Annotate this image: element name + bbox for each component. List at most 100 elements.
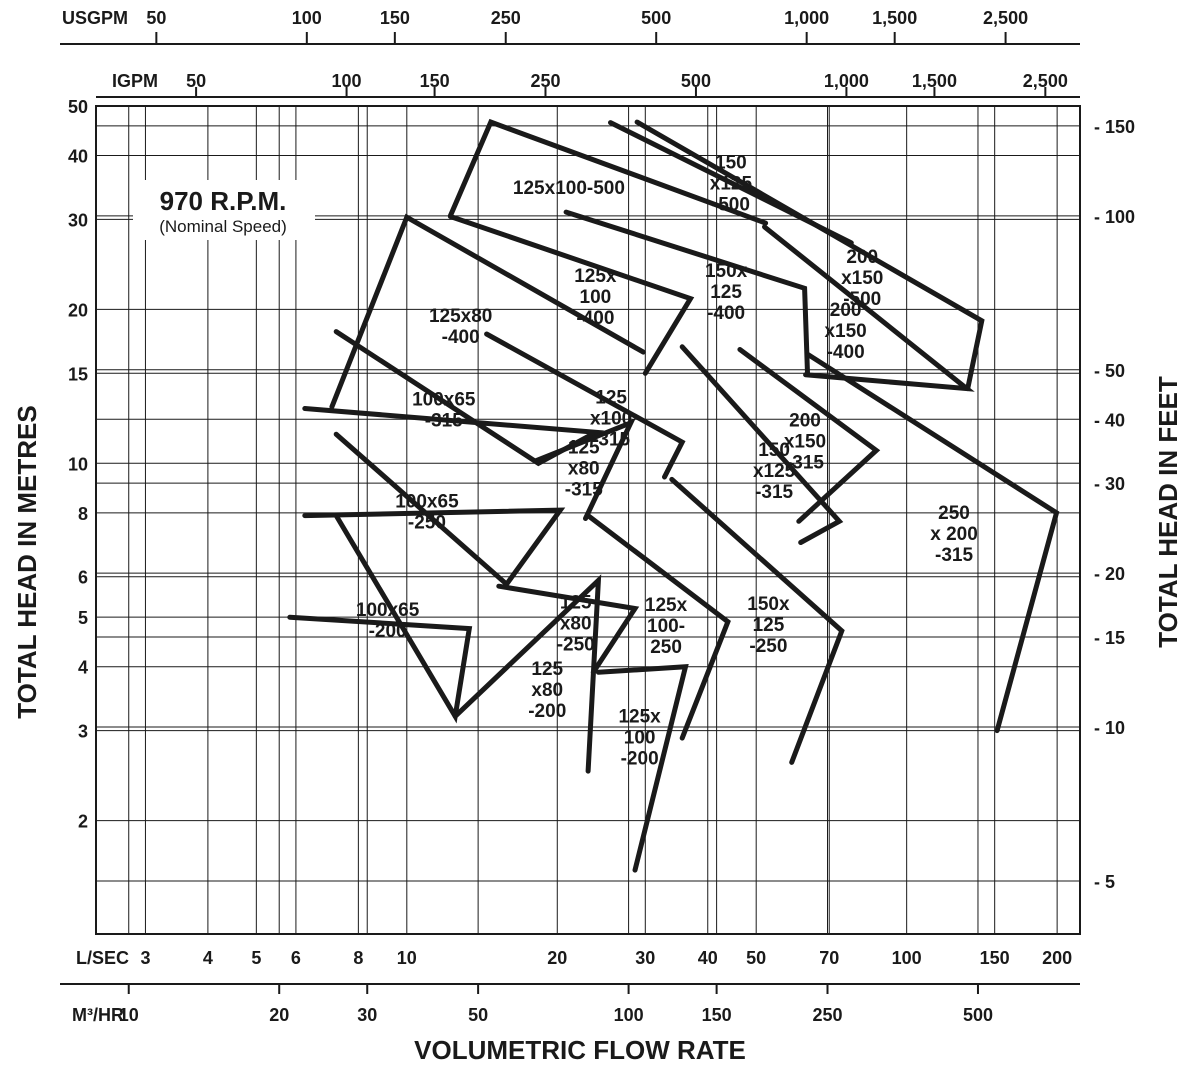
- m3hr-unit-label: M³/HR: [72, 1005, 124, 1025]
- pump-curve-100x65-200: [287, 513, 473, 724]
- curve-label-125x100-250: 250: [650, 637, 682, 658]
- curve-label-125x80-400: 125x80: [429, 306, 492, 327]
- feet-tick-label: - 30: [1094, 474, 1125, 494]
- curve-label-125x80-315: -315: [565, 479, 603, 500]
- metres-tick-label: 40: [68, 147, 88, 167]
- curve-label-150x125-500: -500: [712, 195, 750, 216]
- m3hr-tick-label: 100: [614, 1005, 644, 1025]
- curve-label-150x125-400: 125: [710, 282, 742, 303]
- lsec-tick-label: 50: [746, 948, 766, 968]
- pump-curve-100x65-250: [302, 431, 566, 588]
- curve-label-100x65-200: 100x65: [356, 600, 420, 621]
- igpm-tick-label: 250: [530, 71, 560, 91]
- lsec-tick-label: 20: [547, 948, 567, 968]
- curve-label-200x150-400: -400: [827, 342, 865, 363]
- igpm-tick-label: 150: [420, 71, 450, 91]
- feet-tick-label: - 100: [1094, 207, 1135, 227]
- curve-label-125x80-200: x80: [531, 680, 563, 701]
- lsec-tick-label: 8: [353, 948, 363, 968]
- usgpm-tick-label: 500: [641, 8, 671, 28]
- curve-label-125x100-500: 125x100-500: [513, 178, 625, 199]
- igpm-tick-label: 2,500: [1023, 71, 1068, 91]
- pump-curves: [287, 118, 1060, 873]
- metres-tick-label: 8: [78, 504, 88, 524]
- pump-curve-150x125-315: [679, 344, 844, 545]
- feet-tick-label: - 40: [1094, 410, 1125, 430]
- lsec-tick-label: 10: [397, 948, 417, 968]
- pump-curve-125x80-250: [496, 583, 640, 675]
- feet-tick-label: - 10: [1094, 718, 1125, 738]
- lsec-unit-label: L/SEC: [76, 948, 129, 968]
- lsec-tick-label: 40: [698, 948, 718, 968]
- curve-label-125x100-315: x100: [590, 409, 632, 430]
- curve-label-250x200-315: x 200: [930, 524, 978, 545]
- curve-label-125x100-200: 125x: [618, 706, 661, 727]
- metres-tick-label: 6: [78, 568, 88, 588]
- pump-curve-125x100-400: [447, 214, 695, 376]
- curve-label-125x100-400: -400: [576, 308, 614, 329]
- pump-curve-125x100-500: [447, 118, 769, 226]
- igpm-tick-label: 1,500: [912, 71, 957, 91]
- m3hr-tick-label: 150: [702, 1005, 732, 1025]
- curve-label-150x125-400: -400: [707, 303, 745, 324]
- pump-curve-125x80-400: [329, 213, 646, 410]
- metres-tick-label: 2: [78, 812, 88, 832]
- metres-tick-label: 20: [68, 300, 88, 320]
- metres-tick-label: 5: [78, 608, 88, 628]
- curve-label-100x65-315: -315: [425, 410, 463, 431]
- curve-label-100x65-250: -250: [408, 513, 446, 534]
- pump-curve-200x150-315: [737, 347, 881, 524]
- usgpm-tick-label: 2,500: [983, 8, 1028, 28]
- curve-label-100x65-315: 100x65: [412, 389, 476, 410]
- usgpm-tick-label: 1,000: [784, 8, 829, 28]
- igpm-unit-label: IGPM: [112, 71, 158, 91]
- title-box-bg: [133, 180, 315, 240]
- lsec-tick-label: 6: [291, 948, 301, 968]
- lsec-tick-label: 100: [892, 948, 922, 968]
- metres-tick-label: 15: [68, 364, 88, 384]
- pump-curve-125x80-315: [532, 418, 636, 521]
- curve-label-200x150-315: -315: [786, 452, 824, 473]
- curve-label-125x80-315: x80: [568, 458, 600, 479]
- m3hr-tick-label: 500: [963, 1005, 993, 1025]
- x-axis-title: VOLUMETRIC FLOW RATE: [414, 1035, 746, 1065]
- curve-label-150x125-315: x125: [753, 461, 796, 482]
- curve-label-150x125-250: -250: [749, 636, 787, 657]
- curve-label-125x100-250: 125x: [645, 595, 688, 616]
- curve-label-150x125-250: 150x: [747, 594, 790, 615]
- lsec-tick-label: 5: [251, 948, 261, 968]
- pump-curve-250x200-315: [806, 352, 1060, 734]
- feet-tick-label: - 150: [1094, 117, 1135, 137]
- curve-label-125x80-250: x80: [560, 613, 592, 634]
- curve-label-200x150-315: x150: [784, 431, 826, 452]
- curve-label-125x80-250: 125: [560, 592, 592, 613]
- curve-label-125x100-400: 125x: [574, 266, 617, 287]
- m3hr-tick-label: 50: [468, 1005, 488, 1025]
- chart-title: 970 R.P.M.: [160, 186, 287, 216]
- feet-tick-label: - 5: [1094, 872, 1115, 892]
- curve-label-125x80-250: -250: [557, 634, 595, 655]
- curve-label-250x200-315: 250: [938, 503, 970, 524]
- feet-tick-label: - 50: [1094, 361, 1125, 381]
- curve-label-125x100-315: -315: [592, 430, 630, 451]
- curve-label-125x100-250: 100-: [647, 616, 685, 637]
- curve-label-125x100-315: 125: [595, 388, 627, 409]
- curve-label-150x125-315: 150: [758, 440, 790, 461]
- curve-label-125x100-400: 100: [580, 287, 612, 308]
- metres-tick-label: 30: [68, 210, 88, 230]
- curve-label-200x150-500: -500: [843, 289, 881, 310]
- igpm-tick-label: 100: [332, 71, 362, 91]
- m3hr-tick-label: 30: [357, 1005, 377, 1025]
- grid: [95, 105, 1081, 935]
- feet-tick-label: - 15: [1094, 628, 1125, 648]
- curve-label-150x125-500: 150: [715, 153, 747, 174]
- lsec-tick-label: 3: [140, 948, 150, 968]
- curve-label-250x200-315: -315: [935, 545, 973, 566]
- curve-label-125x80-315: 125: [568, 437, 600, 458]
- metres-tick-label: 4: [78, 658, 88, 678]
- pump-curve-150x125-400: [563, 209, 810, 376]
- pump-curve-125x100-200: [595, 663, 689, 873]
- usgpm-tick-label: 1,500: [872, 8, 917, 28]
- m3hr-tick-label: 10: [119, 1005, 139, 1025]
